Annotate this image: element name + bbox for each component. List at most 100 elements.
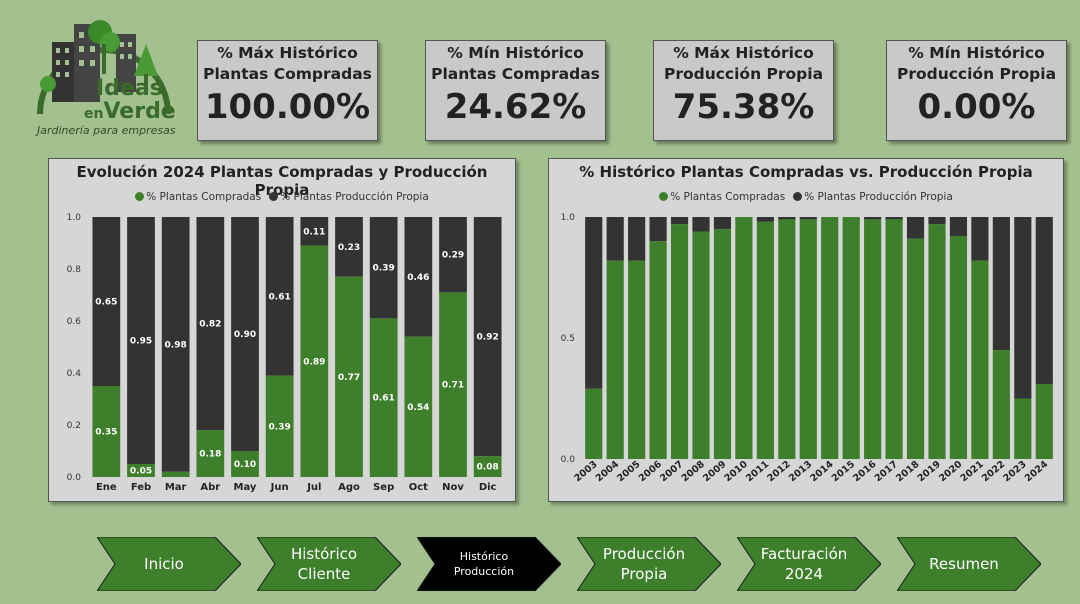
- nav-button-3[interactable]: Histórico Producción: [417, 537, 561, 591]
- kpi-title: % Máx Histórico Plantas Compradas: [203, 44, 372, 83]
- bar-plantas-compradas[interactable]: [439, 292, 467, 477]
- x-tick-label: 2007: [658, 459, 685, 484]
- nav-button-2[interactable]: Histórico Cliente: [257, 537, 401, 591]
- nav-button-5[interactable]: Facturación 2024: [737, 537, 881, 591]
- nav-label: Producción Propia: [602, 545, 686, 583]
- bar-produccion-propia[interactable]: [992, 217, 1010, 351]
- bar-produccion-propia[interactable]: [300, 217, 329, 246]
- bar-plantas-compradas[interactable]: [404, 336, 433, 477]
- legend-label: % Plantas Compradas: [670, 191, 786, 203]
- bar-produccion-propia[interactable]: [799, 217, 817, 220]
- bar-plantas-compradas[interactable]: [756, 221, 774, 459]
- bar-plantas-compradas[interactable]: [971, 260, 989, 459]
- nav-button-4[interactable]: Producción Propia: [577, 537, 721, 591]
- bar-plantas-compradas[interactable]: [885, 219, 903, 459]
- bar-plantas-compradas[interactable]: [928, 224, 946, 459]
- bar-plantas-compradas[interactable]: [1035, 383, 1053, 459]
- bar-plantas-compradas[interactable]: [92, 386, 121, 477]
- bar-plantas-compradas[interactable]: [906, 238, 925, 459]
- bar-produccion-propia[interactable]: [606, 217, 624, 261]
- data-label-produccion: 0.23: [338, 243, 360, 253]
- nav-button-6[interactable]: Resumen: [897, 537, 1041, 591]
- bar-produccion-propia[interactable]: [885, 217, 903, 220]
- bar-plantas-compradas[interactable]: [821, 217, 839, 459]
- bar-produccion-propia[interactable]: [335, 217, 363, 277]
- bar-produccion-propia[interactable]: [928, 217, 946, 225]
- data-label-compradas: 0.08: [477, 463, 499, 473]
- legend-item-compradas[interactable]: % Plantas Compradas: [135, 191, 261, 203]
- bar-produccion-propia[interactable]: [778, 217, 796, 220]
- kpi-min-produccion: % Mín Histórico Producción Propia 0.00%: [886, 40, 1067, 141]
- bar-produccion-propia[interactable]: [404, 217, 433, 337]
- legend-item-produccion[interactable]: % Plantas Producción Propia: [793, 191, 953, 203]
- x-tick-label: Jun: [270, 482, 289, 493]
- bar-plantas-compradas[interactable]: [127, 464, 155, 477]
- data-label-produccion: 0.90: [234, 330, 256, 340]
- bar-plantas-compradas[interactable]: [196, 430, 225, 477]
- bar-plantas-compradas[interactable]: [735, 217, 753, 459]
- bar-produccion-propia[interactable]: [949, 217, 968, 237]
- chart-historic-panel: % Histórico Plantas Compradas vs. Produc…: [548, 158, 1064, 502]
- bar-plantas-compradas[interactable]: [799, 219, 817, 459]
- bar-produccion-propia[interactable]: [649, 217, 667, 242]
- chart-title: % Histórico Plantas Compradas vs. Produc…: [579, 163, 1033, 181]
- y-tick-label: 0.4: [67, 369, 82, 379]
- data-label-produccion: 0.95: [130, 337, 152, 347]
- bar-produccion-propia[interactable]: [265, 217, 294, 376]
- bar-produccion-propia[interactable]: [692, 217, 710, 232]
- bar-plantas-compradas[interactable]: [692, 231, 710, 459]
- kpi-title: % Máx Histórico Producción Propia: [663, 44, 824, 83]
- bar-plantas-compradas[interactable]: [1014, 398, 1032, 460]
- kpi-value: 100.00%: [204, 87, 371, 127]
- bar-produccion-propia[interactable]: [713, 217, 732, 230]
- x-tick-label: 2013: [787, 459, 814, 484]
- bar-plantas-compradas[interactable]: [713, 229, 732, 459]
- legend-item-produccion[interactable]: % Plantas Producción Propia: [269, 191, 429, 203]
- bar-plantas-compradas[interactable]: [670, 224, 689, 459]
- x-tick-label: Feb: [131, 482, 151, 493]
- bar-produccion-propia[interactable]: [127, 217, 155, 464]
- bar-produccion-propia[interactable]: [864, 217, 882, 220]
- bar-plantas-compradas[interactable]: [864, 219, 882, 459]
- bar-produccion-propia[interactable]: [161, 217, 190, 472]
- data-label-compradas: 0.35: [95, 428, 117, 438]
- bar-plantas-compradas[interactable]: [265, 375, 294, 477]
- bar-produccion-propia[interactable]: [473, 217, 502, 457]
- bar-produccion-propia[interactable]: [439, 217, 467, 293]
- data-label-produccion: 0.65: [95, 298, 117, 308]
- bar-plantas-compradas[interactable]: [473, 456, 502, 477]
- bar-produccion-propia[interactable]: [971, 217, 989, 261]
- bar-plantas-compradas[interactable]: [628, 260, 646, 459]
- bar-produccion-propia[interactable]: [231, 217, 259, 451]
- nav-arrow-icon: [417, 537, 561, 591]
- bar-plantas-compradas[interactable]: [949, 236, 968, 459]
- bar-plantas-compradas[interactable]: [649, 241, 667, 459]
- bar-plantas-compradas[interactable]: [992, 350, 1010, 459]
- y-tick-label: 1.0: [561, 213, 576, 223]
- bar-produccion-propia[interactable]: [628, 217, 646, 261]
- bar-produccion-propia[interactable]: [585, 217, 603, 389]
- y-tick-label: 0.0: [561, 455, 576, 465]
- bar-produccion-propia[interactable]: [756, 217, 774, 222]
- bar-produccion-propia[interactable]: [906, 217, 925, 239]
- x-tick-label: 2005: [615, 459, 642, 484]
- bar-produccion-propia[interactable]: [1035, 217, 1053, 384]
- bar-plantas-compradas[interactable]: [842, 217, 860, 459]
- bar-produccion-propia[interactable]: [1014, 217, 1032, 399]
- bar-plantas-compradas[interactable]: [778, 219, 796, 459]
- bar-produccion-propia[interactable]: [369, 217, 398, 319]
- bar-plantas-compradas[interactable]: [369, 318, 398, 477]
- bar-produccion-propia[interactable]: [670, 217, 689, 225]
- nav-button-1[interactable]: Inicio: [97, 537, 241, 591]
- bar-plantas-compradas[interactable]: [300, 245, 329, 477]
- bar-produccion-propia[interactable]: [196, 217, 225, 431]
- x-tick-label: 2024: [1023, 459, 1051, 485]
- bar-plantas-compradas[interactable]: [606, 260, 624, 459]
- bar-plantas-compradas[interactable]: [161, 471, 190, 477]
- bar-plantas-compradas[interactable]: [231, 451, 259, 477]
- x-tick-label: Nov: [442, 482, 464, 493]
- legend-item-compradas[interactable]: % Plantas Compradas: [659, 191, 785, 203]
- bar-produccion-propia[interactable]: [92, 217, 121, 386]
- bar-plantas-compradas[interactable]: [335, 276, 363, 477]
- bar-plantas-compradas[interactable]: [585, 388, 603, 459]
